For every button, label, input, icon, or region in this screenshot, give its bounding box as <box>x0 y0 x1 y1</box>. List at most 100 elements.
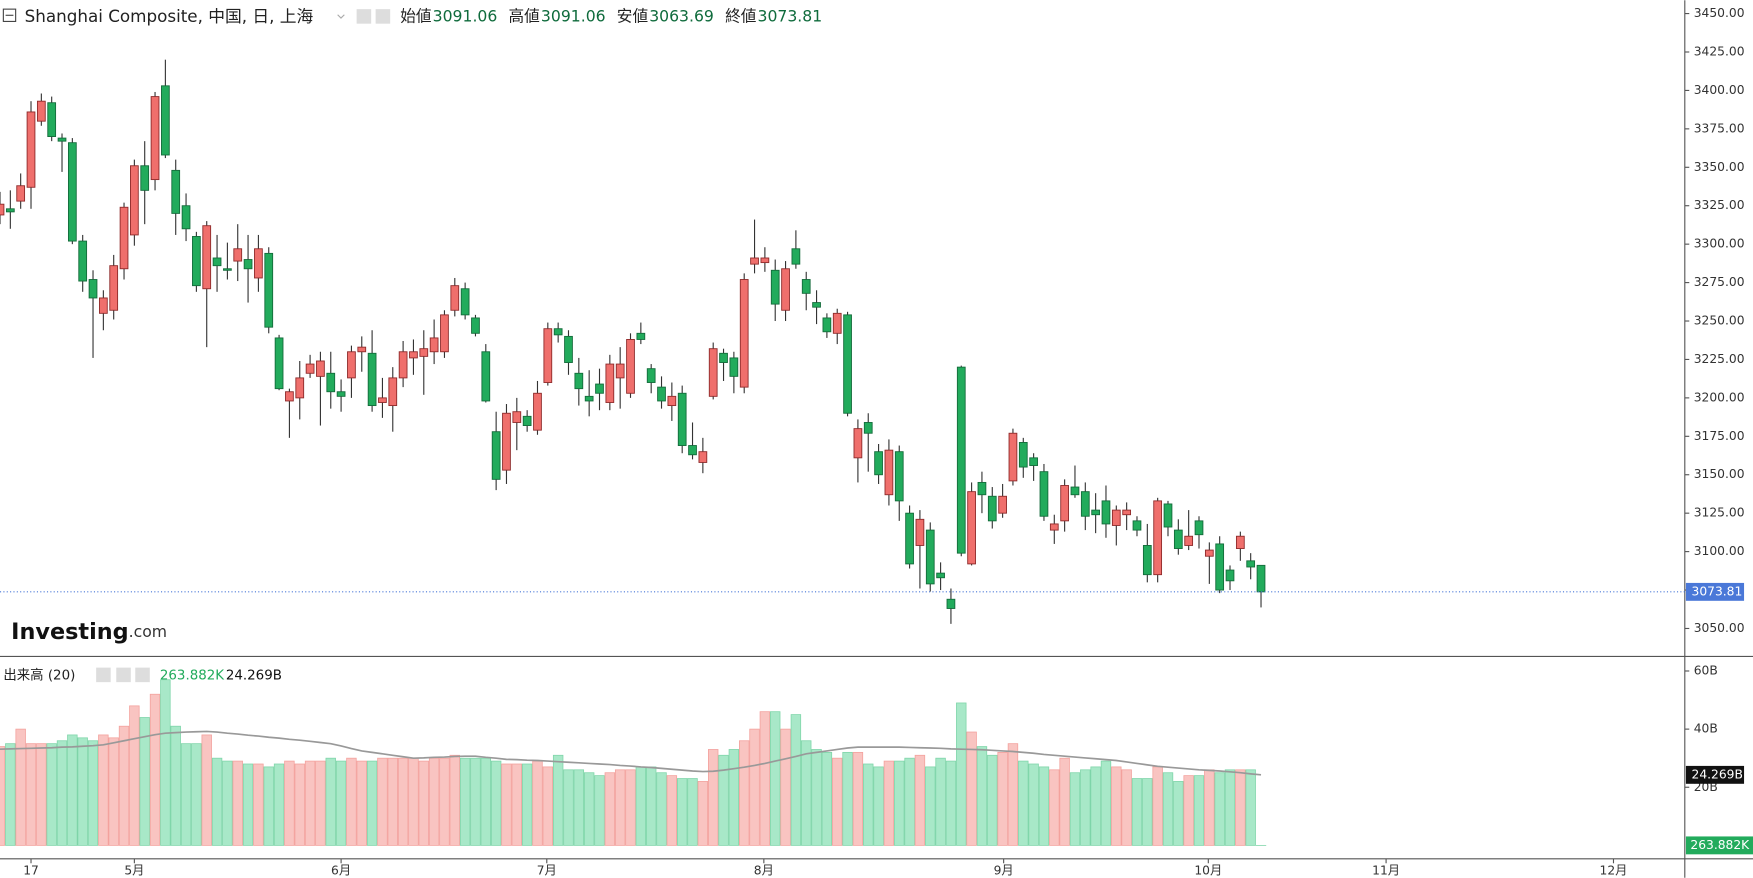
eye-icon[interactable] <box>96 667 111 683</box>
candle-body <box>419 348 429 357</box>
candle-body <box>1091 509 1100 516</box>
candle-body <box>553 328 563 336</box>
candle-body <box>460 288 470 316</box>
candle-body <box>57 137 67 142</box>
volume-bar <box>635 766 647 846</box>
ohlc-legend: 始値 3091.06 高値 3091.06 安値 3063.69 終値 3073.81 <box>400 6 822 25</box>
candle-body <box>36 100 46 122</box>
candle-body <box>688 445 697 456</box>
volume-bar <box>335 760 347 846</box>
volume-bar <box>1235 769 1246 846</box>
volume-bar <box>366 760 378 846</box>
candle-body <box>491 431 501 480</box>
candle-body <box>543 328 553 383</box>
x-tick-label: 6月 <box>331 864 351 878</box>
volume-bar <box>1152 766 1163 846</box>
candle-body <box>1049 523 1059 531</box>
volume-bar <box>439 757 450 846</box>
candle-body <box>471 317 480 334</box>
candle-body <box>326 372 336 393</box>
volume-bar <box>511 763 523 846</box>
volume-bar <box>904 757 915 846</box>
candle-body <box>150 96 160 181</box>
volume-bar <box>914 754 926 846</box>
volume-bar <box>863 763 874 846</box>
candle-body <box>285 391 294 402</box>
y-tick-label: 40B <box>1694 722 1718 736</box>
candle-body <box>626 339 635 394</box>
y-tick-label: 3425.00 <box>1694 44 1745 58</box>
candle-body <box>1246 560 1256 568</box>
candle-body <box>378 397 387 403</box>
volume-bar <box>129 705 140 846</box>
candle-body <box>78 240 88 282</box>
volume-bar <box>139 717 150 846</box>
legend-value: 3091.06 <box>433 6 498 25</box>
legend-value: 3091.06 <box>541 6 606 25</box>
volume-bar <box>191 743 202 846</box>
candle-body <box>140 165 150 191</box>
volume-bar <box>1038 766 1050 846</box>
volume-bar <box>418 760 429 846</box>
volume-bar <box>718 754 729 846</box>
volume-bar <box>118 725 130 846</box>
y-tick-label: 3375.00 <box>1694 121 1745 135</box>
volume-bar <box>708 749 719 846</box>
candle-body <box>533 392 542 431</box>
candle-body <box>998 495 1007 514</box>
candle-body <box>729 357 739 377</box>
volume-bar <box>770 711 781 846</box>
candle-body <box>274 337 284 390</box>
y-tick-label: 3125.00 <box>1694 506 1745 520</box>
settings-icon[interactable] <box>116 667 131 683</box>
close-icon[interactable] <box>135 667 150 683</box>
legend-value: 3073.81 <box>758 6 823 25</box>
x-tick-label: 5月 <box>124 864 144 878</box>
volume-bar <box>1162 772 1174 846</box>
eye-icon[interactable] <box>356 9 372 24</box>
collapse-icon[interactable] <box>2 8 17 22</box>
volume-bar <box>997 751 1008 846</box>
candle-body <box>977 481 987 496</box>
candle-body <box>0 203 5 216</box>
volume-bar <box>780 728 791 846</box>
candle-body <box>1018 442 1028 468</box>
candle-body <box>212 257 222 267</box>
x-tick-label: 11月 <box>1372 864 1400 878</box>
volume-bar <box>1204 769 1215 846</box>
legend-label: 終値 <box>725 6 756 25</box>
candle-body <box>657 386 666 402</box>
candle-body <box>119 206 129 270</box>
volume-bar <box>1090 766 1101 846</box>
legend-label: 高値 <box>509 6 540 25</box>
volume-bar <box>521 763 533 846</box>
candle-body <box>130 165 139 236</box>
dropdown-icon[interactable] <box>337 14 345 19</box>
candle-body <box>347 351 356 379</box>
candle-body <box>522 415 532 426</box>
x-tick-label: 9月 <box>994 864 1014 878</box>
volume-bar <box>25 743 37 846</box>
volume-bar <box>1183 775 1194 846</box>
candle-body <box>1039 471 1049 517</box>
candle-body <box>936 572 945 579</box>
volume-bar <box>883 760 895 846</box>
legend-label: 始値 <box>400 6 431 25</box>
volume-bar <box>739 740 750 846</box>
volume-bar <box>98 734 109 846</box>
volume-bar <box>480 757 492 846</box>
volume-bar <box>583 772 595 846</box>
candle-body <box>161 85 170 156</box>
volume-bar <box>108 737 119 846</box>
volume-bar <box>1059 757 1070 846</box>
last-price-box <box>1685 582 1745 601</box>
candle-body <box>254 248 263 279</box>
candle-body <box>1122 509 1132 516</box>
candle-body <box>295 377 305 399</box>
settings-icon[interactable] <box>375 9 391 24</box>
candle-body <box>481 351 491 402</box>
volume-bar <box>935 757 946 846</box>
volume-bar <box>687 778 698 846</box>
watermark-main: Investing <box>11 618 128 644</box>
